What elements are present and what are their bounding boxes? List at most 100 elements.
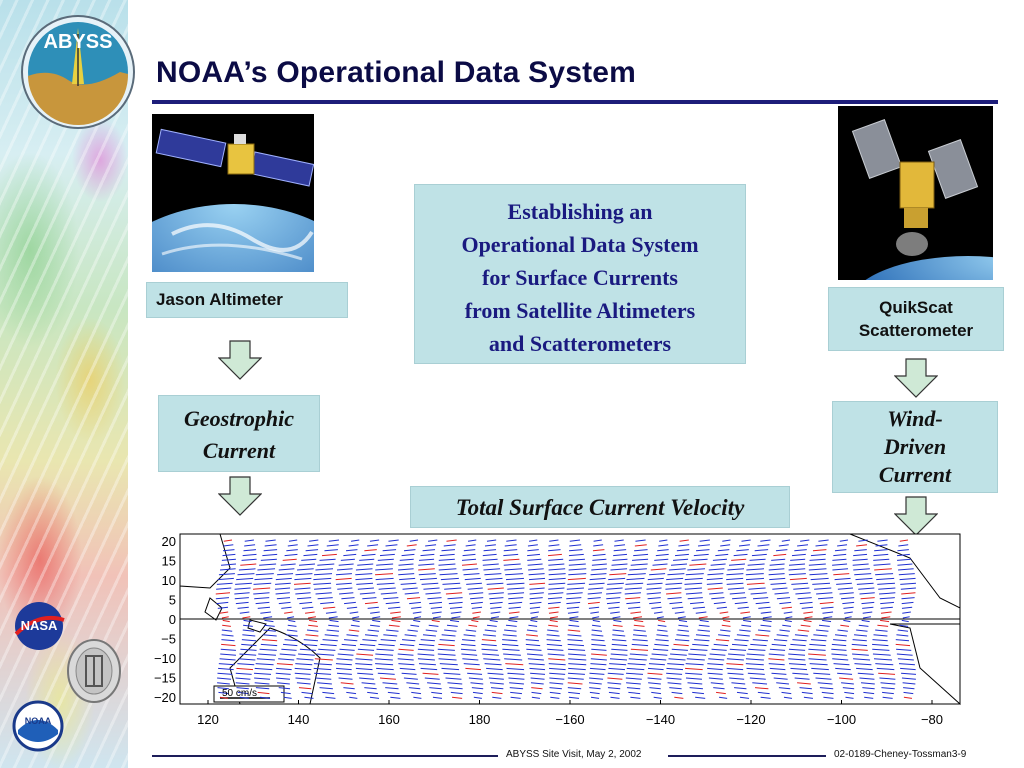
velocity-vector <box>508 597 524 600</box>
velocity-vector <box>294 577 312 581</box>
velocity-vector <box>634 549 648 552</box>
velocity-vector <box>440 577 459 581</box>
velocity-vector <box>773 553 787 557</box>
velocity-vector <box>626 687 641 690</box>
velocity-vector <box>861 601 875 605</box>
velocity-vector <box>809 573 828 576</box>
velocity-vector <box>624 592 642 595</box>
velocity-vector <box>503 558 520 561</box>
velocity-vector <box>785 616 793 619</box>
velocity-vector <box>738 544 750 547</box>
velocity-vector <box>817 682 833 685</box>
velocity-vector <box>647 672 663 675</box>
velocity-vector <box>313 577 332 581</box>
velocity-vector <box>901 672 917 675</box>
velocity-vector <box>527 563 543 566</box>
x-tick-label: 180 <box>469 712 491 727</box>
center-box-line-4: from Satellite Altimeters <box>464 298 696 323</box>
velocity-vector <box>275 582 291 585</box>
velocity-vector <box>851 648 868 651</box>
velocity-vector <box>875 663 894 666</box>
velocity-vector <box>297 597 312 600</box>
velocity-vector <box>322 639 338 642</box>
velocity-vector <box>789 663 807 666</box>
velocity-vector <box>306 629 319 632</box>
velocity-vector <box>567 687 582 690</box>
velocity-vector <box>771 643 787 647</box>
velocity-vector <box>801 606 813 609</box>
velocity-vector <box>689 687 703 690</box>
velocity-vector <box>263 616 273 619</box>
velocity-vector <box>762 616 772 619</box>
velocity-vector <box>221 634 234 637</box>
velocity-vector <box>398 573 415 576</box>
velocity-vector <box>504 568 523 571</box>
velocity-vector <box>466 582 482 585</box>
velocity-vector <box>276 597 291 600</box>
velocity-vector <box>792 672 809 675</box>
velocity-vector <box>613 619 622 623</box>
velocity-vector <box>218 667 234 671</box>
velocity-vector <box>650 658 667 661</box>
velocity-vector <box>220 568 236 571</box>
velocity-vector <box>698 624 710 627</box>
velocity-vector <box>745 663 764 666</box>
velocity-vector <box>606 587 623 590</box>
velocity-vector <box>733 553 748 557</box>
velocity-vector <box>355 663 373 666</box>
velocity-vector <box>840 597 855 600</box>
velocity-vector <box>757 629 771 632</box>
velocity-vector <box>863 691 875 695</box>
velocity-vector <box>379 553 395 557</box>
velocity-vector <box>626 577 645 581</box>
velocity-vector <box>686 658 705 661</box>
velocity-vector <box>235 682 250 685</box>
velocity-vector <box>748 587 766 590</box>
velocity-vector <box>285 634 298 637</box>
velocity-vector <box>359 643 376 647</box>
velocity-vector <box>771 558 786 561</box>
velocity-vector <box>369 696 380 699</box>
velocity-vector <box>546 634 560 637</box>
velocity-vector <box>364 601 378 605</box>
velocity-vector <box>734 687 747 690</box>
velocity-vector <box>842 601 855 605</box>
velocity-vector <box>420 667 438 671</box>
x-tick-label: 140 <box>288 712 310 727</box>
velocity-vector <box>624 587 642 590</box>
velocity-vector <box>853 553 868 557</box>
velocity-vector <box>755 601 770 605</box>
velocity-vector <box>356 653 374 656</box>
velocity-vector <box>568 558 585 561</box>
velocity-vector <box>852 563 869 566</box>
velocity-vector <box>241 558 257 561</box>
velocity-vector <box>530 677 545 680</box>
velocity-vector <box>468 677 483 680</box>
velocity-vector <box>633 616 643 619</box>
velocity-vector <box>651 653 668 656</box>
velocity-vector <box>655 553 669 557</box>
velocity-vector <box>895 643 911 647</box>
velocity-vector <box>898 573 915 576</box>
velocity-vector <box>346 634 359 637</box>
velocity-vector <box>369 539 380 542</box>
velocity-vector <box>606 597 621 600</box>
velocity-vector <box>257 568 276 571</box>
velocity-vector <box>671 648 688 651</box>
velocity-vector <box>288 619 296 623</box>
velocity-vector <box>569 616 579 619</box>
velocity-vector <box>548 577 566 581</box>
velocity-vector <box>677 629 689 632</box>
velocity-vector <box>449 687 463 690</box>
velocity-vector <box>819 601 834 605</box>
velocity-vector <box>567 577 586 581</box>
velocity-vector <box>504 658 523 661</box>
velocity-vector <box>858 539 868 542</box>
velocity-vector <box>592 616 600 619</box>
velocity-vector <box>685 573 704 576</box>
velocity-vector <box>691 558 708 561</box>
velocity-vector <box>746 653 765 656</box>
velocity-vector <box>687 568 706 571</box>
velocity-vector <box>669 601 683 605</box>
velocity-vector <box>408 687 421 690</box>
